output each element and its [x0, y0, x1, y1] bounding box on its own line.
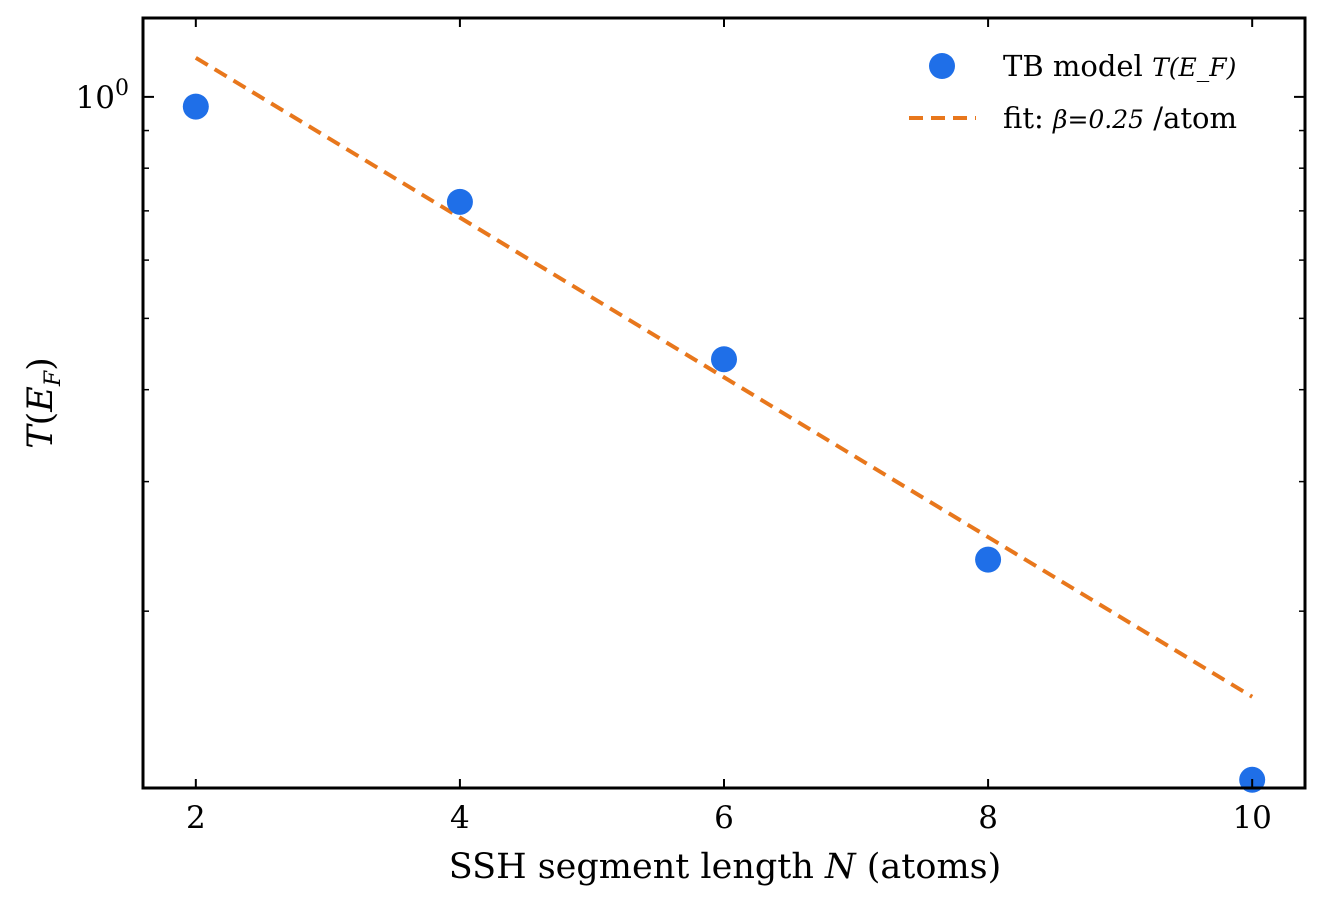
x-axis-label: SSH segment length N (atoms) [449, 847, 1002, 887]
legend-label: fit: β=0.25 /atom [1003, 101, 1237, 135]
y-tick-label: 100 [76, 76, 129, 116]
legend-marker [929, 53, 955, 79]
axis-ticks: 2 4 6 8 10 100 [76, 18, 1305, 836]
data-point [446, 188, 473, 215]
x-tick-label: 10 [1232, 800, 1271, 836]
x-tick-label: 8 [978, 800, 998, 836]
data-point [975, 546, 1002, 573]
legend-label: TB model T(E_F) [1003, 49, 1236, 83]
legend: TB model T(E_F) fit: β=0.25 /atom [909, 49, 1237, 135]
x-tick-label: 4 [450, 800, 470, 836]
data-point [711, 346, 737, 373]
data-point [182, 93, 209, 120]
fit-line [194, 56, 1254, 699]
x-tick-label: 6 [714, 800, 734, 836]
x-tick-label: 2 [186, 800, 206, 836]
plot-area [182, 56, 1266, 793]
y-axis-label: T(EF) [21, 357, 66, 449]
